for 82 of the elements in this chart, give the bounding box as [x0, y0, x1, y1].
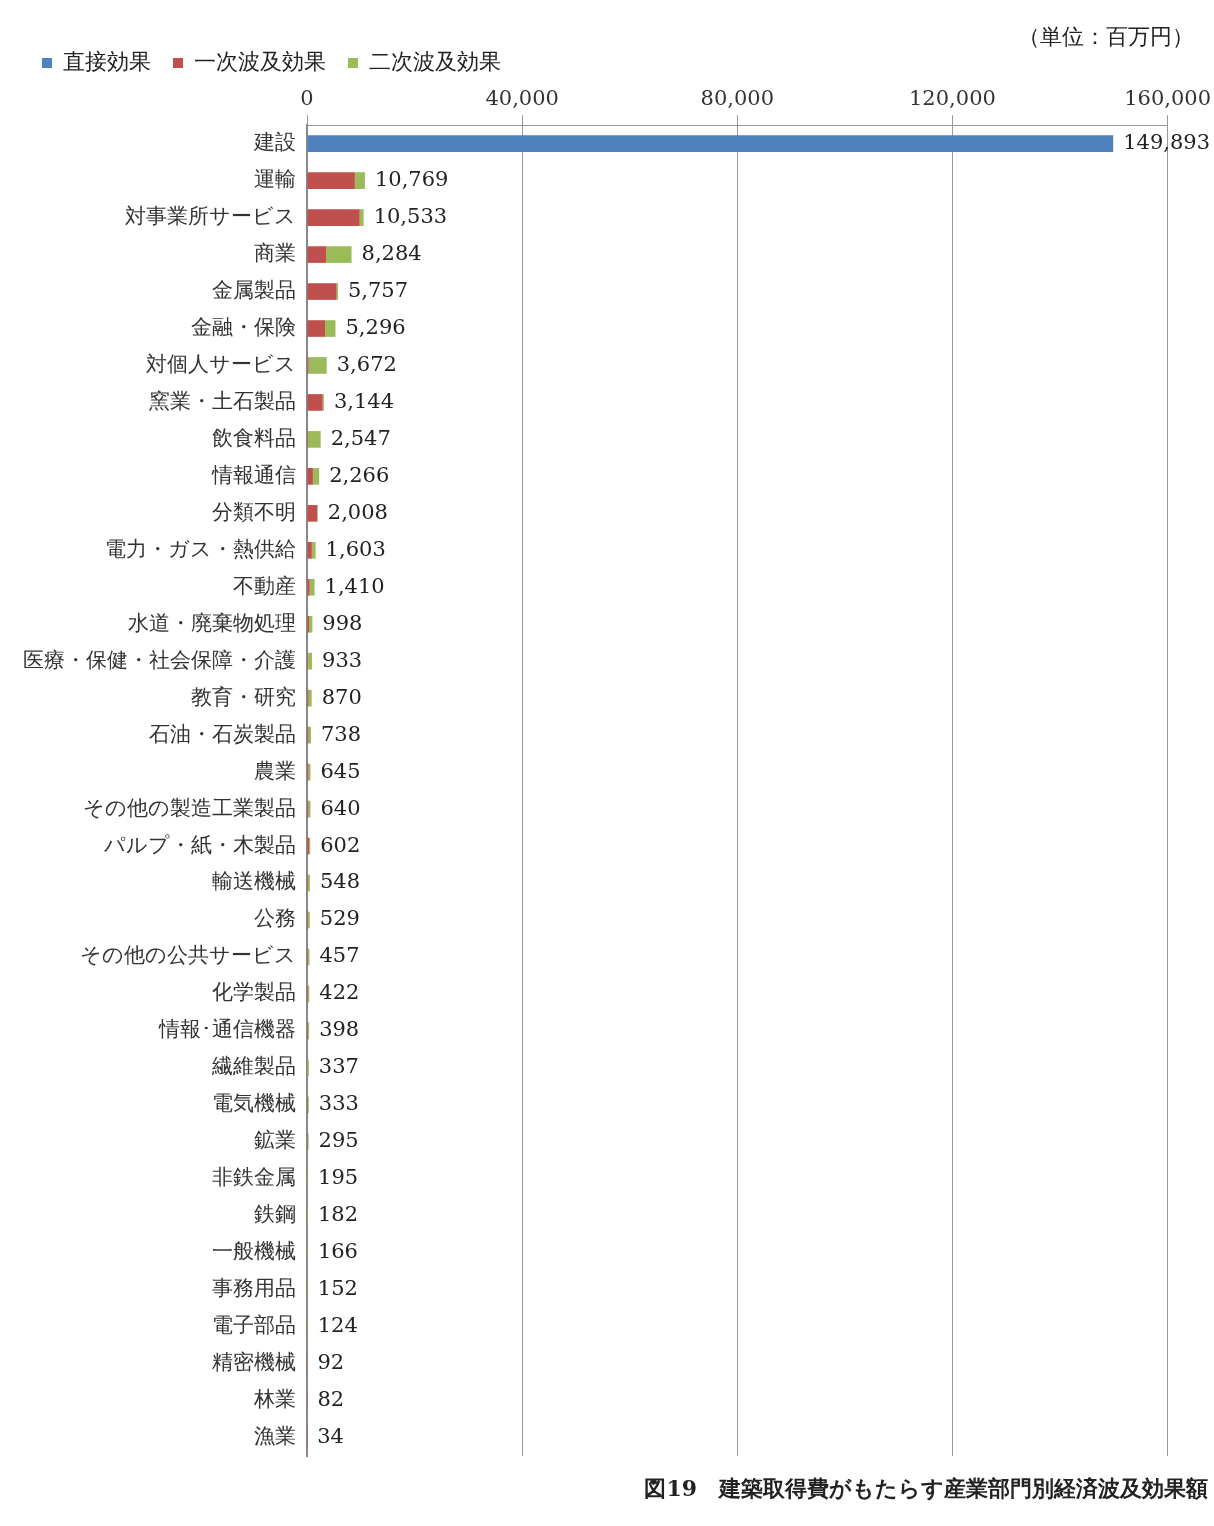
total-label: 3,672: [336, 351, 397, 376]
y-tick-label: 化学製品: [212, 980, 296, 1005]
legend-label: 一次波及効果: [194, 48, 326, 74]
total-label: 602: [320, 832, 361, 857]
y-tick-label: 輸送機械: [212, 869, 296, 894]
y-tick-label: 電力・ガス・熱供給: [105, 536, 296, 561]
x-tick-label: 40,000: [485, 86, 559, 111]
total-label: 548: [319, 869, 361, 894]
x-tick-label: 120,000: [909, 86, 996, 111]
y-tick-label: 繊維製品: [211, 1054, 296, 1079]
y-tick-label: 分類不明: [212, 499, 296, 524]
total-label: 166: [317, 1239, 358, 1264]
y-tick-label: 漁業: [254, 1423, 296, 1448]
y-tick-label: 精密機械: [212, 1350, 296, 1375]
text: （単位：百万円）: [1018, 23, 1194, 51]
y-tick-label: 公務: [254, 906, 296, 931]
legend-label: 二次波及効果: [369, 48, 501, 74]
y-tick-label: 事務用品: [212, 1276, 296, 1301]
total-label: 398: [319, 1017, 360, 1042]
total-label: 5,757: [347, 278, 409, 302]
total-label: 149,893: [1123, 130, 1211, 155]
total-label: 2,547: [330, 425, 391, 450]
total-label: 295: [318, 1128, 359, 1153]
y-tick-label: 水道・廃棄物処理: [128, 610, 296, 635]
y-tick-label: 電気機械: [212, 1091, 296, 1116]
total-label: 8,284: [361, 241, 422, 266]
total-label: 182: [317, 1202, 359, 1227]
y-tick-label: その他の公共サービス: [80, 943, 296, 968]
y-tick-label: その他の製造工業製品: [83, 795, 296, 820]
total-label: 3,144: [333, 388, 395, 413]
total-label: 2,008: [327, 499, 388, 524]
x-tick-label: 160,000: [1124, 86, 1211, 111]
total-label: 998: [322, 610, 363, 635]
caption: 図19 建築取得費がもたらす産業部門別経済波及効果額: [644, 1474, 1208, 1503]
x-tick-label: 80,000: [700, 86, 775, 111]
total-label: 640: [320, 795, 361, 820]
y-tick-label: 鉱業: [254, 1128, 296, 1153]
y-tick-label: 情報･通信機器: [158, 1017, 296, 1042]
y-tick-label: 建設: [253, 130, 296, 155]
total-label: 2,266: [329, 462, 390, 487]
total-label: 529: [319, 906, 360, 931]
y-tick-label: 対事業所サービス: [125, 204, 296, 229]
total-label: 34: [317, 1423, 344, 1448]
total-label: 1,410: [324, 573, 385, 598]
total-label: 1,603: [325, 536, 386, 561]
y-tick-label: 情報通信: [211, 462, 296, 487]
y-tick-label: 不動産: [233, 573, 296, 598]
y-tick-label: 教育・研究: [191, 684, 296, 709]
y-tick-label: 商業: [254, 241, 296, 266]
total-label: 82: [317, 1387, 345, 1411]
total-label: 195: [318, 1165, 359, 1190]
y-tick-label: パルプ・紙・木製品: [103, 832, 296, 857]
y-tick-label: 運輸: [254, 167, 296, 192]
total-label: 124: [317, 1313, 358, 1338]
y-tick-label: 林業: [253, 1387, 296, 1411]
y-tick-label: 飲食料品: [212, 425, 296, 450]
total-label: 933: [322, 647, 363, 672]
y-tick-label: 非鉄金属: [212, 1165, 296, 1190]
y-tick-label: 対個人サービス: [146, 351, 296, 376]
total-label: 92: [317, 1350, 345, 1375]
x-tick-label: 0: [300, 86, 314, 111]
legend-label: 直接効果: [63, 48, 151, 74]
total-label: 337: [318, 1054, 359, 1079]
total-label: 10,769: [374, 167, 449, 192]
total-label: 422: [319, 980, 360, 1005]
total-label: 738: [320, 721, 362, 746]
total-label: 5,296: [345, 314, 406, 339]
y-tick-label: 一般機械: [212, 1239, 296, 1264]
y-tick-label: 石油・石炭製品: [149, 721, 296, 746]
total-label: 10,533: [373, 204, 448, 229]
y-tick-label: 窯業・土石製品: [149, 388, 296, 413]
total-label: 645: [320, 758, 361, 783]
y-tick-label: 金属製品: [212, 278, 296, 302]
y-tick-label: 医療・保健・社会保障・介護: [23, 647, 296, 672]
y-tick-label: 農業: [254, 758, 296, 783]
total-label: 333: [318, 1091, 359, 1116]
y-tick-label: 電子部品: [212, 1313, 296, 1338]
total-label: 152: [317, 1276, 358, 1301]
total-label: 457: [319, 943, 360, 968]
y-tick-label: 鉄鋼: [254, 1202, 296, 1227]
total-label: 870: [321, 684, 362, 709]
y-tick-label: 金融・保険: [191, 314, 296, 339]
